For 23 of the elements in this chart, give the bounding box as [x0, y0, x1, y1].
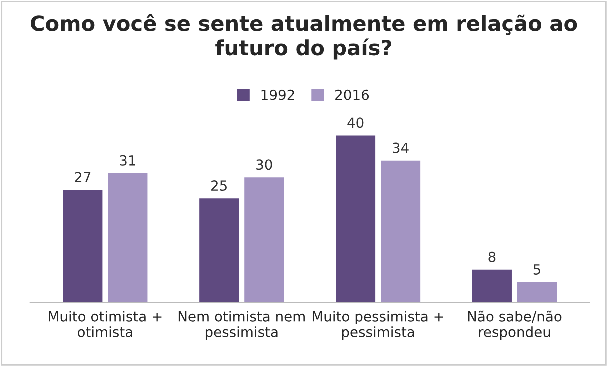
- x-tick-label: Não sabe/não respondeu: [468, 310, 562, 340]
- chart-title: Como você se sente atualmente em relação ao futuro do país?: [30, 14, 578, 60]
- data-label: 34: [393, 142, 409, 154]
- legend-label: 2016: [336, 90, 370, 100]
- data-label: 8: [488, 252, 496, 262]
- data-label: 25: [212, 180, 227, 192]
- data-label: 40: [348, 118, 364, 128]
- data-label: 27: [75, 172, 91, 182]
- bar: [516, 281, 558, 303]
- bar: [471, 268, 514, 303]
- bar: [62, 188, 104, 303]
- x-tick-label: Muito pessimista + pessimista: [312, 311, 444, 340]
- bar: [380, 159, 422, 303]
- bar: [334, 134, 377, 303]
- bar: [243, 176, 286, 303]
- data-label: 31: [120, 155, 136, 166]
- legend-label: 1992: [262, 90, 294, 100]
- bar: [106, 172, 150, 303]
- data-label: 5: [534, 264, 540, 275]
- bar: [198, 197, 241, 303]
- x-tick-label: Nem otimista nem pessimista: [178, 311, 305, 340]
- x-tick-label: Muito otimista + otimista: [49, 311, 162, 338]
- data-label: 30: [256, 160, 272, 170]
